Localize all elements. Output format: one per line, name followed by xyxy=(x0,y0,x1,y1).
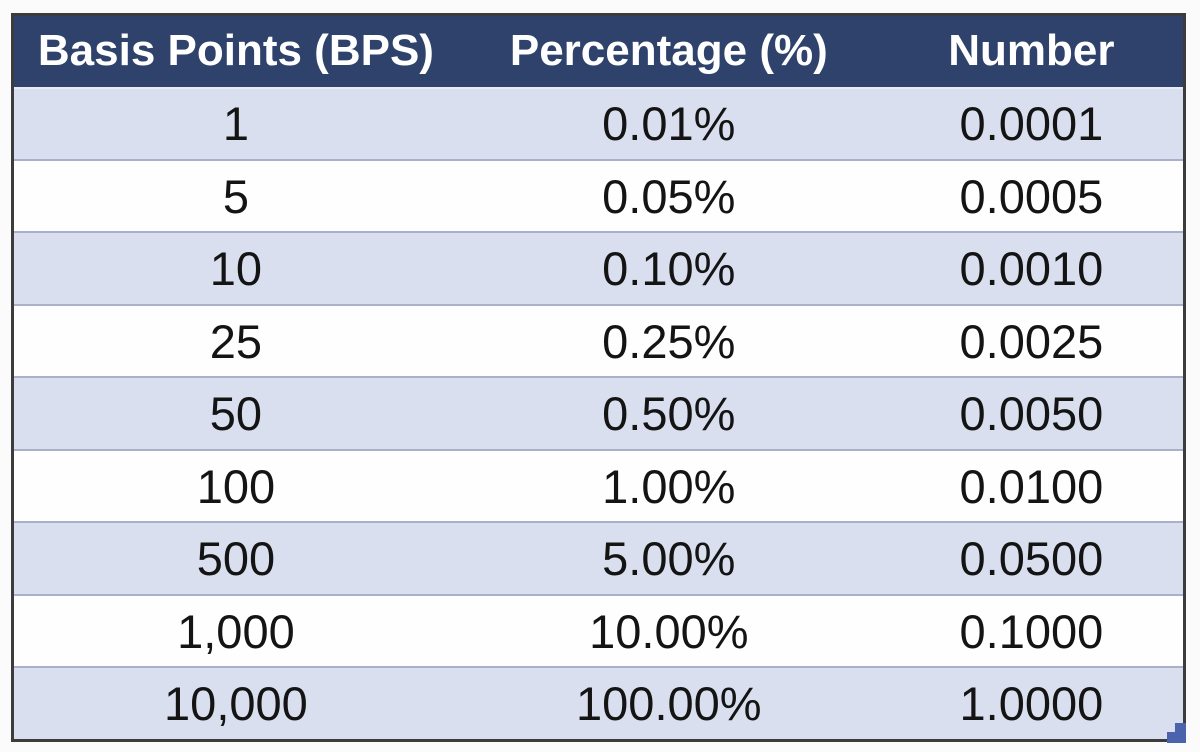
cell-percentage: 5.00% xyxy=(602,532,736,586)
cell-basis-points: 1,000 xyxy=(177,604,295,658)
cell-basis-points: 5 xyxy=(222,169,249,223)
table-row: 500 5.00% 0.0500 xyxy=(12,522,1185,595)
table-row: 5 0.05% 0.0005 xyxy=(12,159,1185,233)
cell-number: 0.0100 xyxy=(959,459,1104,513)
cell-number: 1.0000 xyxy=(959,677,1104,731)
table-body: 1 0.01% 0.0001 5 0.05% 0.0005 10 0.10% 0.0010 25 0… xyxy=(12,87,1185,741)
bps-conversion-table: Basis Points (BPS) Percentage (%) Number… xyxy=(11,13,1186,742)
cell-percentage: 1.00% xyxy=(602,459,736,513)
table-row: 10 0.10% 0.0010 xyxy=(12,232,1185,305)
cell-basis-points: 10,000 xyxy=(164,677,308,731)
table-row: 50 0.50% 0.0050 xyxy=(12,377,1185,450)
cell-basis-points: 10 xyxy=(209,242,263,296)
cell-number: 0.0050 xyxy=(959,387,1104,441)
table-row: 1,000 10.00% 0.1000 xyxy=(12,594,1185,668)
table-row: 1 0.01% 0.0001 xyxy=(12,87,1185,160)
cell-number: 0.0001 xyxy=(959,97,1104,151)
cell-basis-points: 100 xyxy=(196,459,276,513)
cell-basis-points: 1 xyxy=(222,97,249,151)
header-row: Basis Points (BPS) Percentage (%) Number xyxy=(12,14,1185,88)
bps-conversion-table-container: Basis Points (BPS) Percentage (%) Number… xyxy=(11,13,1186,742)
cell-number: 0.0010 xyxy=(959,242,1104,296)
cell-percentage: 0.05% xyxy=(602,169,736,223)
cell-basis-points: 50 xyxy=(209,387,263,441)
cell-number: 0.0025 xyxy=(959,314,1104,368)
table-row: 10,000 100.00% 1.0000 xyxy=(12,667,1185,741)
cell-percentage: 10.00% xyxy=(589,604,749,658)
column-header-basis-points: Basis Points (BPS) xyxy=(12,14,458,88)
column-header-percentage: Percentage (%) xyxy=(457,14,880,88)
cell-number: 0.0005 xyxy=(959,169,1104,223)
cell-number: 0.1000 xyxy=(959,604,1104,658)
cell-percentage: 0.25% xyxy=(602,314,736,368)
cell-percentage: 0.10% xyxy=(602,242,736,296)
cell-number: 0.0500 xyxy=(959,532,1104,586)
table-row: 100 1.00% 0.0100 xyxy=(12,449,1185,523)
column-header-number: Number xyxy=(879,14,1185,88)
table-row: 25 0.25% 0.0025 xyxy=(12,304,1185,378)
cell-percentage: 0.01% xyxy=(602,97,736,151)
cell-basis-points: 25 xyxy=(209,314,263,368)
cell-basis-points: 500 xyxy=(196,532,276,586)
cell-percentage: 100.00% xyxy=(576,677,762,731)
cell-percentage: 0.50% xyxy=(602,387,736,441)
